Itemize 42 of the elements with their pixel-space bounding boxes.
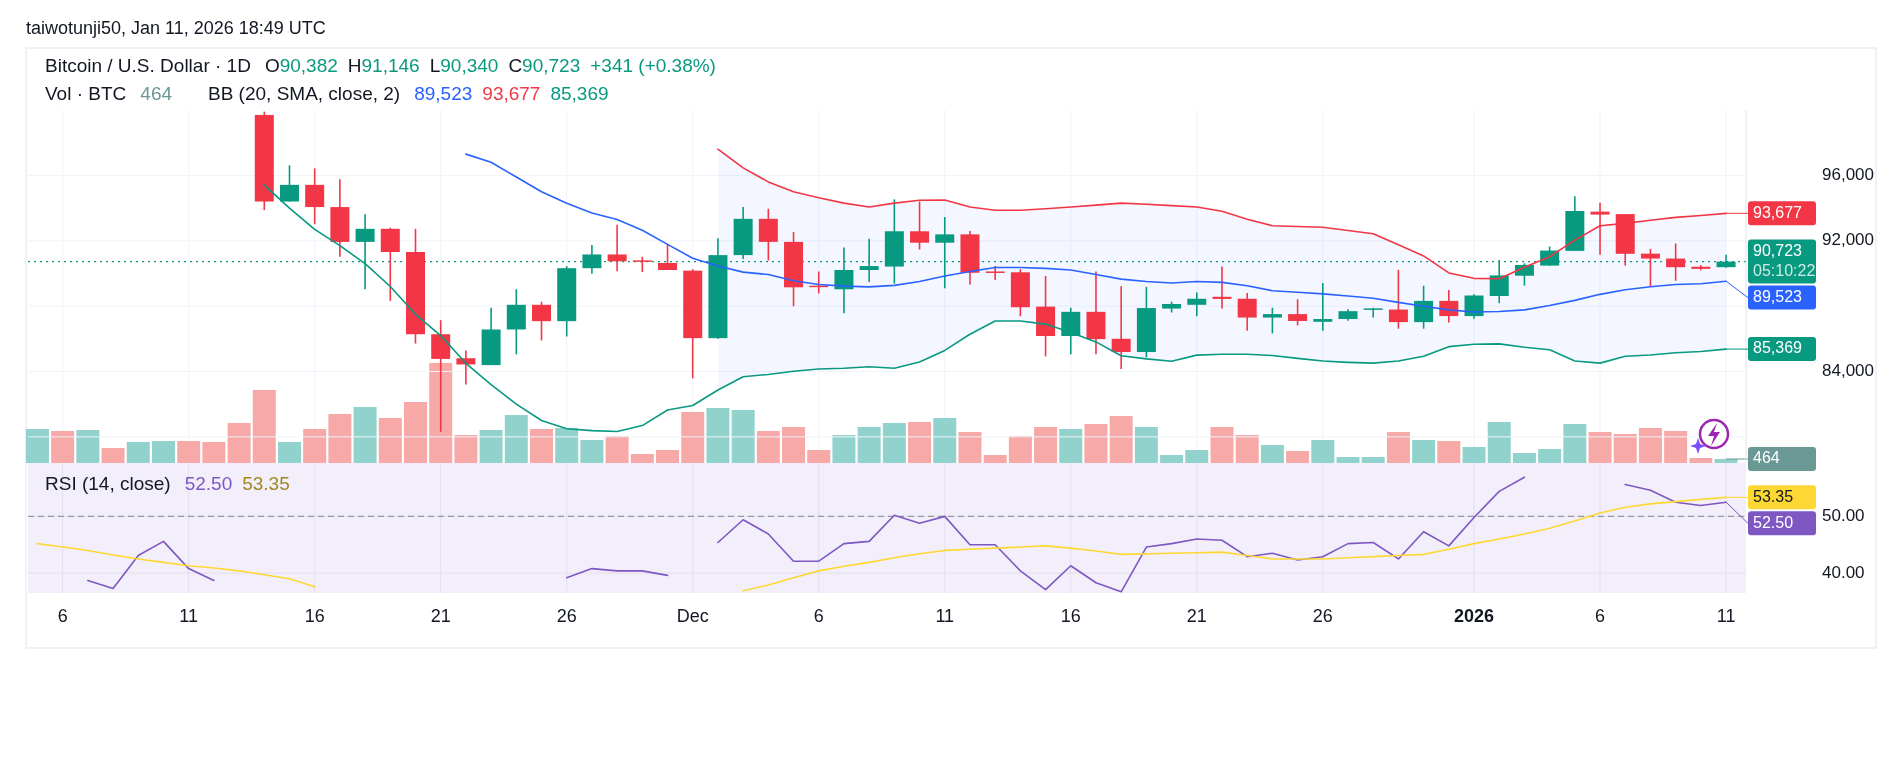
x-tick-label: 2026 [1453,606,1495,626]
text: 93,677 [482,83,541,104]
x-tick-label: 21 [1186,606,1207,626]
text: 89,523 [414,83,473,104]
x-tick-label: 26 [556,606,577,626]
chart-title: Bitcoin / U.S. Dollar · 1D [45,55,251,76]
chart-title: Vol · BTC [45,83,127,104]
annotation: 52.50 [184,473,233,494]
y-tick-label: 96,000 [1822,164,1874,184]
y-tick-label: 50.00 [1822,505,1865,525]
annotation: 464 [1753,449,1780,467]
x-tick-label: 6 [813,606,824,626]
x-tick-label: Dec [676,606,709,626]
y-tick-label: 92,000 [1822,230,1874,250]
x-tick-label: 16 [1060,606,1081,626]
text: 85,369 [550,83,609,104]
x-tick-label: 6 [1595,606,1606,626]
y-tick-label: 40.00 [1822,562,1865,582]
ref-line-label: 90,723 05:10:22 [1753,241,1816,279]
text: C90,723 [508,55,581,76]
text: H91,146 [347,55,420,76]
annotation: 93,677 [1753,203,1803,221]
legend-title: BB (20, SMA, close, 2) [208,83,401,104]
chart-subtitle: taiwotunji50, Jan 11, 2026 18:49 UTC [26,18,326,38]
annotation: 53.35 [242,473,290,494]
x-tick-label: 11 [179,606,199,626]
annotation: 52.50 [1753,513,1794,531]
text: 464 [140,83,173,104]
y-tick-label: 84,000 [1822,360,1874,380]
x-tick-label: 11 [1716,606,1736,626]
x-tick-label: 16 [304,606,325,626]
x-tick-label: 26 [1312,606,1333,626]
x-tick-label: 6 [57,606,68,626]
annotation: 85,369 [1753,339,1803,357]
annotation: 53.35 [1753,487,1794,505]
annotation: 89,523 [1753,287,1803,305]
text: +341 (+0.38%) [590,55,716,76]
text: RSI (14, close) [45,473,171,494]
x-tick-label: 11 [935,606,955,626]
text: L90,340 [429,55,499,76]
text: O90,382 [264,55,338,76]
x-tick-label: 21 [430,606,451,626]
